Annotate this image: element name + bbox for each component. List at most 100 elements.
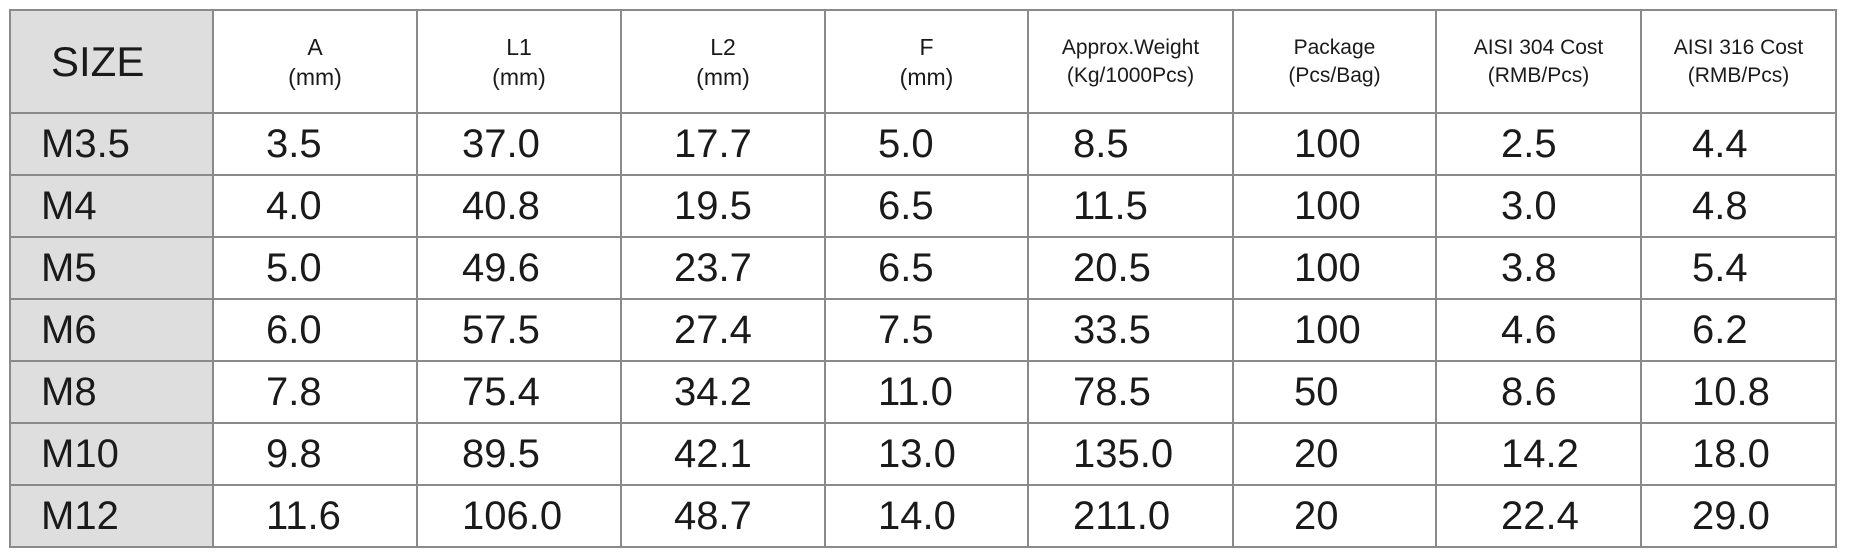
value-cell: 13.0 [824,422,1029,486]
cell-text: 40.8 [462,183,540,228]
value-cell: 4.0 [212,174,418,238]
header-text: (mm) [288,63,342,90]
cell-text: M4 [41,183,97,228]
value-cell: 78.5 [1027,360,1234,424]
header-cell: F (mm) [824,9,1029,114]
cell-text: 9.8 [266,431,322,476]
header-text: AISI 316 Cost [1673,35,1804,59]
cell-text: 75.4 [462,369,540,414]
header-text: L1 [506,33,532,60]
value-cell: 49.6 [416,236,622,300]
value-cell: 211.0 [1027,484,1234,548]
header-text: F [919,33,934,60]
cell-text: 34.2 [674,369,752,414]
value-cell: 100 [1232,174,1437,238]
value-cell: 14.2 [1435,422,1642,486]
value-cell: 3.0 [1435,174,1642,238]
value-cell: 100 [1232,298,1437,362]
table-row: M4 4.0 40.8 19.5 6.5 11.5 100 3.0 4.8 [9,174,1837,238]
header-text: (Pcs/Bag) [1288,63,1381,87]
value-cell: 8.5 [1027,112,1234,176]
value-cell: 5.4 [1640,236,1837,300]
value-cell: 20 [1232,422,1437,486]
cell-text: 22.4 [1501,493,1579,538]
header-cell: L2 (mm) [620,9,826,114]
header-cell: AISI 304 Cost (RMB/Pcs) [1435,9,1642,114]
cell-text: 100 [1294,245,1361,290]
header-cell: SIZE [9,9,214,114]
cell-text: M12 [41,493,119,538]
cell-text: M8 [41,369,97,414]
value-cell: 89.5 [416,422,622,486]
value-cell: 33.5 [1027,298,1234,362]
value-cell: 7.8 [212,360,418,424]
header-text: Approx.Weight [1061,35,1200,59]
table-row: M12 11.6 106.0 48.7 14.0 211.0 20 22.4 29.0 [9,484,1837,548]
cell-text: 78.5 [1073,369,1151,414]
cell-text: 48.7 [674,493,752,538]
header-text: (mm) [696,63,750,90]
value-cell: 29.0 [1640,484,1837,548]
size-cell: M3.5 [9,112,214,176]
cell-text: 100 [1294,307,1361,352]
cell-text: 5.0 [266,245,322,290]
table-row: M5 5.0 49.6 23.7 6.5 20.5 100 3.8 5.4 [9,236,1837,300]
cell-text: 11.6 [266,493,341,538]
cell-text: 106.0 [462,493,563,538]
cell-text: 20.5 [1073,245,1151,290]
cell-text: 23.7 [674,245,752,290]
value-cell: 50 [1232,360,1437,424]
value-cell: 2.5 [1435,112,1642,176]
cell-text: 3.8 [1501,245,1557,290]
value-cell: 14.0 [824,484,1029,548]
cell-text: M3.5 [41,121,130,166]
value-cell: 48.7 [620,484,826,548]
value-cell: 22.4 [1435,484,1642,548]
cell-text: 211.0 [1073,493,1171,538]
value-cell: 10.8 [1640,360,1837,424]
cell-text: 4.0 [266,183,322,228]
cell-text: 29.0 [1692,493,1770,538]
cell-text: 20 [1294,493,1339,538]
cell-text: 49.6 [462,245,540,290]
header-text: (Kg/1000Pcs) [1066,63,1195,87]
cell-text: 8.5 [1073,121,1129,166]
value-cell: 57.5 [416,298,622,362]
header-row: SIZE A (mm) L1 (mm) L2 (mm) F (mm) Approx.Weight (… [9,9,1837,114]
value-cell: 8.6 [1435,360,1642,424]
value-cell: 100 [1232,236,1437,300]
value-cell: 6.2 [1640,298,1837,362]
size-cell: M5 [9,236,214,300]
header-text: (RMB/Pcs) [1487,63,1590,87]
value-cell: 106.0 [416,484,622,548]
header-cell: Approx.Weight (Kg/1000Pcs) [1027,9,1234,114]
value-cell: 37.0 [416,112,622,176]
value-cell: 18.0 [1640,422,1837,486]
cell-text: 3.0 [1501,183,1557,228]
size-cell: M6 [9,298,214,362]
value-cell: 7.5 [824,298,1029,362]
header-cell: AISI 316 Cost (RMB/Pcs) [1640,9,1837,114]
cell-text: 6.5 [878,183,934,228]
cell-text: M6 [41,307,97,352]
cell-text: 7.5 [878,307,934,352]
cell-text: 27.4 [674,307,752,352]
cell-text: 42.1 [674,431,752,476]
header-text: (mm) [899,63,954,90]
cell-text: 18.0 [1692,431,1770,476]
cell-text: 135.0 [1073,431,1174,476]
value-cell: 11.5 [1027,174,1234,238]
cell-text: 89.5 [462,431,540,476]
value-cell: 23.7 [620,236,826,300]
cell-text: 11.0 [878,369,953,414]
cell-text: 11.5 [1073,183,1148,228]
value-cell: 135.0 [1027,422,1234,486]
value-cell: 4.8 [1640,174,1837,238]
spec-table: SIZE A (mm) L1 (mm) L2 (mm) F (mm) Approx.Weight (… [9,9,1837,548]
value-cell: 3.5 [212,112,418,176]
cell-text: 10.8 [1692,369,1770,414]
value-cell: 17.7 [620,112,826,176]
header-text: L2 [710,33,736,60]
cell-text: M10 [41,431,119,476]
value-cell: 75.4 [416,360,622,424]
